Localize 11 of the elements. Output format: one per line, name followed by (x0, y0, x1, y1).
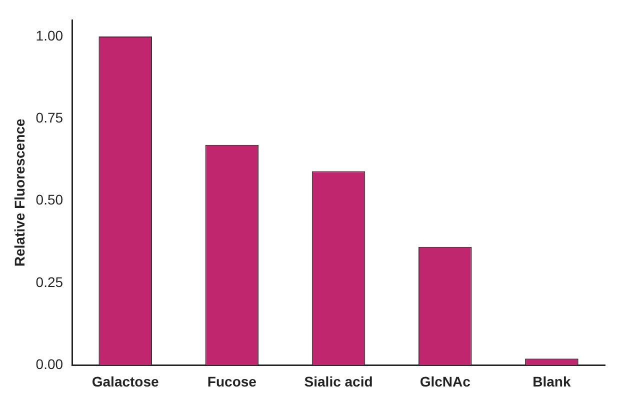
y-tick-label: 0.00 (36, 356, 64, 372)
x-tick-label: Blank (532, 373, 571, 390)
x-tick-label: Galactose (92, 373, 160, 390)
y-tick-label: 0.50 (36, 192, 64, 208)
y-axis-title: Relative Fluorescence (11, 118, 28, 267)
y-tick-label: 0.75 (36, 109, 64, 126)
x-tick-label: GlcNAc (420, 373, 471, 390)
y-tick-label: 1.00 (36, 27, 64, 44)
y-tick-label: 0.25 (36, 274, 64, 290)
x-tick-label: Sialic acid (304, 373, 373, 390)
x-tick-label: Fucose (207, 373, 257, 390)
